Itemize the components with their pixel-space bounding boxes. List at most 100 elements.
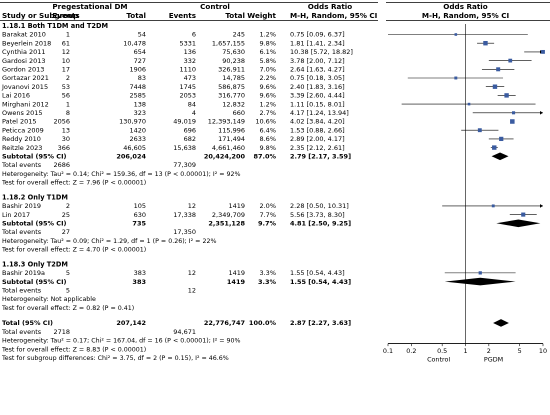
control-total: 1419 bbox=[228, 202, 245, 210]
control-total: 14,785 bbox=[222, 74, 245, 82]
control-total: 316,770 bbox=[218, 92, 245, 100]
study-marker bbox=[454, 33, 458, 36]
subtotal-pgdm-total: 735 bbox=[132, 219, 146, 227]
subtotal-pgdm-total: 206,024 bbox=[116, 153, 146, 161]
study-weight: 10.6% bbox=[255, 118, 276, 126]
study-ci: 1.55 [0.54, 4.43] bbox=[290, 269, 345, 277]
study-weight: 2.2% bbox=[259, 74, 276, 82]
header-weight: Weight bbox=[247, 11, 276, 20]
pgdm-total: 138 bbox=[134, 100, 146, 108]
study-name: Gardosi 2013 bbox=[2, 57, 45, 65]
study-name: Cynthia 2011 bbox=[2, 48, 46, 56]
total-events-label: Total events bbox=[1, 161, 42, 169]
study-marker bbox=[478, 271, 482, 275]
study-weight: 9.8% bbox=[259, 39, 276, 47]
header-control: Control bbox=[200, 2, 230, 11]
total-events-control: 77,309 bbox=[173, 161, 196, 169]
study-marker bbox=[510, 119, 515, 124]
study-weight: 9.6% bbox=[259, 92, 276, 100]
pgdm-total: 2585 bbox=[129, 92, 146, 100]
study-marker bbox=[483, 40, 488, 46]
control-total: 660 bbox=[233, 109, 245, 117]
control-total: 12,393,149 bbox=[208, 118, 245, 126]
study-ci: 0.75 [0.18, 3.05] bbox=[290, 74, 345, 82]
study-ci: 5.56 [3.73, 8.30] bbox=[290, 211, 345, 219]
subtotal-label: Subtotal (95% CI) bbox=[2, 153, 66, 161]
pgdm-total: 383 bbox=[134, 269, 146, 277]
subtotal-ci: 4.81 [2.50, 9.25] bbox=[290, 219, 351, 227]
grand-overall-effect-text: Test for overall effect: Z = 8.83 (P < 0… bbox=[1, 346, 146, 353]
subtotal-weight: 3.3% bbox=[258, 278, 277, 286]
study-name: Bashir 2019 bbox=[2, 202, 41, 210]
x-tick-label: 0.2 bbox=[406, 347, 416, 355]
study-name: Lai 2016 bbox=[2, 92, 30, 100]
study-ci: 2.28 [0.50, 10.31] bbox=[290, 202, 349, 210]
total-label: Total (95% CI) bbox=[2, 319, 53, 327]
subtotal-label: Subtotal (95% CI) bbox=[2, 219, 66, 227]
subgroup-difference-text: Test for subgroup differences: Chi² = 3.… bbox=[1, 355, 229, 362]
subtotal-diamond bbox=[496, 219, 541, 228]
pgdm-total: 630 bbox=[134, 211, 146, 219]
pgdm-events: 1 bbox=[66, 31, 70, 39]
x-tick-label: 1 bbox=[463, 347, 467, 355]
control-events: 84 bbox=[188, 100, 196, 108]
favours-control-label: Control bbox=[427, 356, 450, 364]
pgdm-events: 2 bbox=[66, 202, 70, 210]
pgdm-total: 1420 bbox=[129, 126, 146, 134]
study-name: Gordon 2013 bbox=[2, 66, 44, 74]
pgdm-events: 53 bbox=[62, 83, 70, 91]
pgdm-events: 12 bbox=[62, 48, 70, 56]
total-events-control: 17,350 bbox=[173, 228, 196, 236]
pgdm-events: 366 bbox=[58, 144, 70, 152]
total-events-pgdm: 27 bbox=[62, 228, 70, 236]
subtotal-control-total: 2,351,128 bbox=[208, 219, 245, 227]
study-weight: 6.4% bbox=[259, 126, 276, 134]
favours-pgdm-label: PGDM bbox=[484, 356, 503, 364]
subtotal-diamond bbox=[491, 152, 509, 161]
study-ci: 2.89 [2.00, 4.17] bbox=[290, 135, 345, 143]
study-name: Reddy 2010 bbox=[2, 135, 41, 143]
study-marker bbox=[512, 111, 516, 115]
study-ci: 3.39 [2.60, 4.44] bbox=[290, 92, 345, 100]
study-weight: 9.8% bbox=[259, 144, 276, 152]
control-total: 245 bbox=[233, 31, 245, 39]
pgdm-events: 61 bbox=[62, 39, 70, 47]
subtotal-ci: 2.79 [2.17, 3.59] bbox=[290, 153, 351, 161]
control-events: 473 bbox=[184, 74, 196, 82]
overall-effect-text: Test for overall effect: Z = 4.70 (P < 0… bbox=[1, 247, 146, 254]
control-events: 6 bbox=[192, 31, 196, 39]
pgdm-events: 1 bbox=[66, 100, 70, 108]
subgroup-title: 1.18.3 Only T2DM bbox=[2, 260, 68, 268]
control-events: 1745 bbox=[179, 83, 196, 91]
study-marker bbox=[496, 67, 501, 72]
study-ci: 10.38 [5.72, 18.82] bbox=[290, 48, 353, 56]
total-events-pgdm: 5 bbox=[66, 286, 70, 294]
pgdm-events: 8 bbox=[66, 109, 70, 117]
study-name: Peticca 2009 bbox=[2, 126, 44, 134]
x-tick-label: 0.5 bbox=[437, 347, 447, 355]
pgdm-events: 30 bbox=[62, 135, 70, 143]
header-odds-ratio: Odds Ratio bbox=[308, 2, 352, 11]
subtotal-control-total: 1419 bbox=[227, 278, 246, 286]
study-name: Owens 2015 bbox=[2, 109, 43, 117]
ci-arrow bbox=[540, 204, 543, 208]
study-marker bbox=[491, 204, 495, 208]
overall-effect-text: Test for overall effect: Z = 7.96 (P < 0… bbox=[1, 180, 146, 187]
subtotal-weight: 9.7% bbox=[258, 219, 277, 227]
heterogeneity-text: Heterogeneity: Tau² = 0.09; Chi² = 1.29,… bbox=[2, 238, 216, 245]
study-name: Beyerlein 2018 bbox=[2, 39, 51, 47]
total-events-control: 12 bbox=[188, 286, 196, 294]
control-events: 15,638 bbox=[173, 144, 196, 152]
study-ci: 1.53 [0.88, 2.66] bbox=[290, 126, 345, 134]
x-tick-label: 5 bbox=[518, 347, 522, 355]
control-events: 4 bbox=[192, 109, 196, 117]
grand-total-events-label: Total events bbox=[1, 328, 42, 336]
subtotal-diamond bbox=[444, 277, 516, 286]
control-total: 115,996 bbox=[218, 126, 245, 134]
control-events: 12 bbox=[188, 202, 196, 210]
study-weight: 7.7% bbox=[259, 211, 276, 219]
total-events-label: Total events bbox=[1, 286, 42, 294]
study-ci: 2.40 [1.83, 3.16] bbox=[290, 83, 345, 91]
header-pgdm: Pregestational DM bbox=[52, 2, 127, 11]
control-total: 4,661,460 bbox=[212, 144, 245, 152]
